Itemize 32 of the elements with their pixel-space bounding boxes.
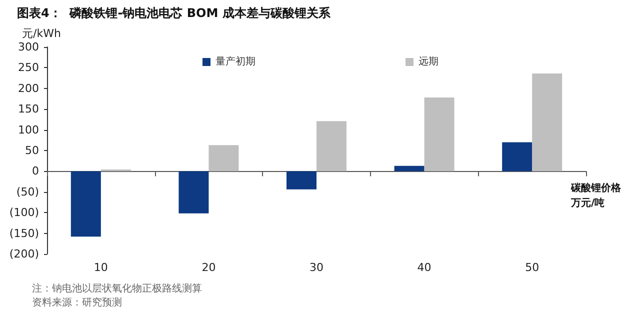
y-tick-label: (100) bbox=[9, 206, 39, 220]
y-tick-label: 150 bbox=[18, 102, 39, 116]
bar bbox=[316, 121, 346, 172]
y-tick-label: 0 bbox=[32, 164, 39, 178]
y-tick-label: 200 bbox=[18, 82, 39, 95]
bar bbox=[532, 73, 562, 172]
y-tick-label: (50) bbox=[16, 185, 39, 198]
bar bbox=[502, 142, 532, 172]
chart-title: 图表4： 磷酸铁锂-钠电池电芯 BOM 成本差与碳酸锂关系 bbox=[17, 6, 332, 20]
y-tick-label: 50 bbox=[25, 144, 39, 157]
y-axis-title: 元/kWh bbox=[22, 27, 61, 40]
x-tick-label: 20 bbox=[202, 261, 216, 274]
x-tick-label: 50 bbox=[525, 261, 540, 274]
x-tick-label: 10 bbox=[94, 261, 108, 274]
y-tick-label: 300 bbox=[18, 40, 39, 54]
bar bbox=[208, 145, 239, 172]
bar bbox=[178, 171, 209, 214]
legend-label: 远期 bbox=[418, 56, 438, 68]
x-tick-label: 30 bbox=[310, 261, 324, 274]
y-tick-label: (150) bbox=[9, 226, 39, 240]
text: 注：钠电池以层状氧化物正极路线测算 bbox=[32, 282, 202, 294]
x-axis-title: 碳酸锂价格万元/吨 bbox=[570, 182, 622, 209]
legend-label: 量产初期 bbox=[216, 56, 256, 68]
y-tick-label: (200) bbox=[9, 248, 39, 260]
bar bbox=[70, 171, 101, 237]
x-tick-label: 40 bbox=[417, 261, 432, 274]
bar bbox=[424, 98, 454, 172]
y-tick-label: 100 bbox=[18, 123, 39, 136]
bar bbox=[394, 166, 424, 172]
text: 资料来源：研究预测 bbox=[32, 296, 122, 308]
bar bbox=[286, 171, 316, 190]
y-tick-label: 250 bbox=[18, 61, 39, 74]
